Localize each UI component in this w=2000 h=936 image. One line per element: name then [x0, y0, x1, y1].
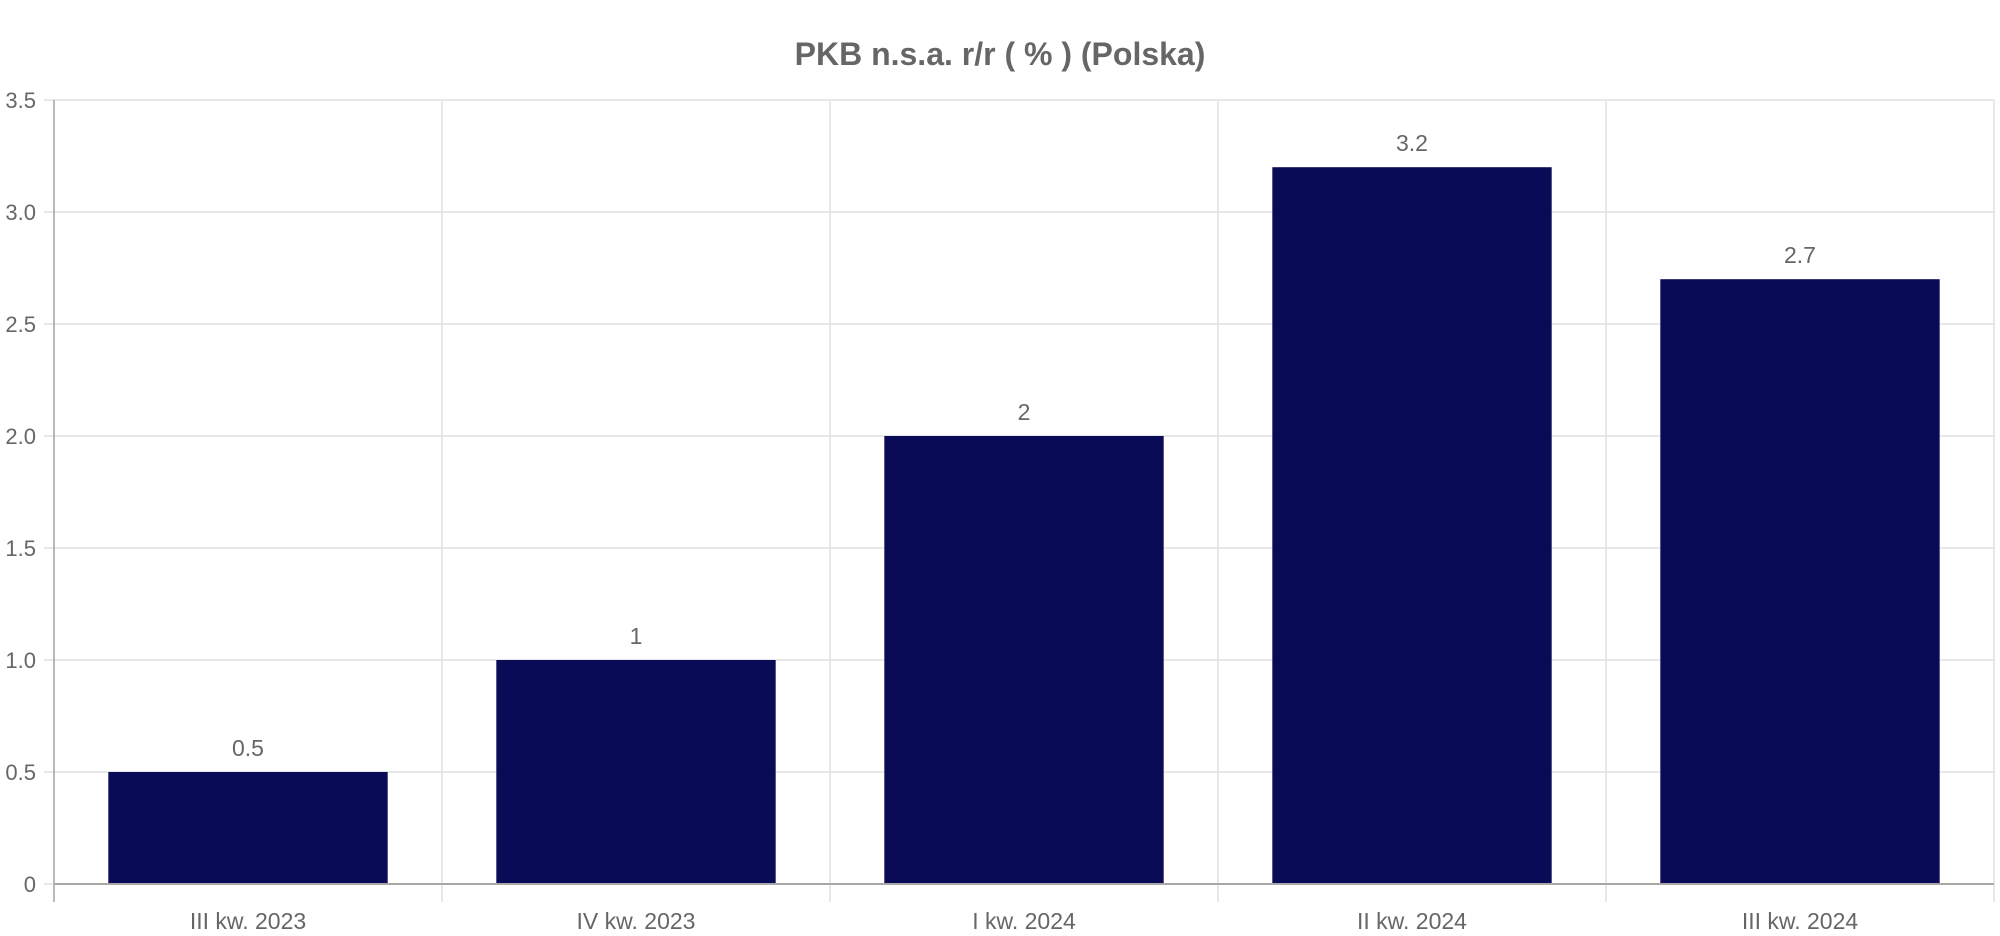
- x-category-label: II kw. 2024: [1357, 908, 1467, 931]
- x-category-label: IV kw. 2023: [577, 908, 696, 931]
- axes: [53, 100, 1994, 902]
- x-category-label: III kw. 2023: [190, 908, 306, 931]
- bar: [1272, 167, 1552, 884]
- bar-value-label: 1: [630, 623, 643, 649]
- y-tick-label: 1.0: [5, 648, 36, 673]
- bar-value-label: 0.5: [232, 735, 264, 761]
- y-tick-label: 3.5: [5, 88, 36, 113]
- bar: [108, 772, 388, 884]
- y-tick-label: 0.5: [5, 760, 36, 785]
- bar-value-label: 2.7: [1784, 242, 1816, 268]
- x-category-label: I kw. 2024: [972, 908, 1076, 931]
- chart-title: PKB n.s.a. r/r ( % ) (Polska): [794, 36, 1206, 72]
- y-tick-label: 0: [24, 872, 36, 897]
- y-tick-label: 3.0: [5, 200, 36, 225]
- bar: [496, 660, 776, 884]
- y-tick-label: 2.0: [5, 424, 36, 449]
- labels: 0 0.5 1.0 1.5 2.0 2.5 3.0 3.5 0.5 III kw. 2023 1 IV…: [5, 88, 1859, 934]
- bars: [108, 167, 1940, 884]
- bar: [884, 436, 1164, 884]
- bar: [1660, 279, 1940, 884]
- y-tick-label: 1.5: [5, 536, 36, 561]
- x-category-label: III kw. 2024: [1742, 908, 1859, 931]
- bar-value-label: 2: [1018, 399, 1031, 425]
- bar-value-label: 3.2: [1396, 130, 1428, 156]
- y-tick-label: 2.5: [5, 312, 36, 337]
